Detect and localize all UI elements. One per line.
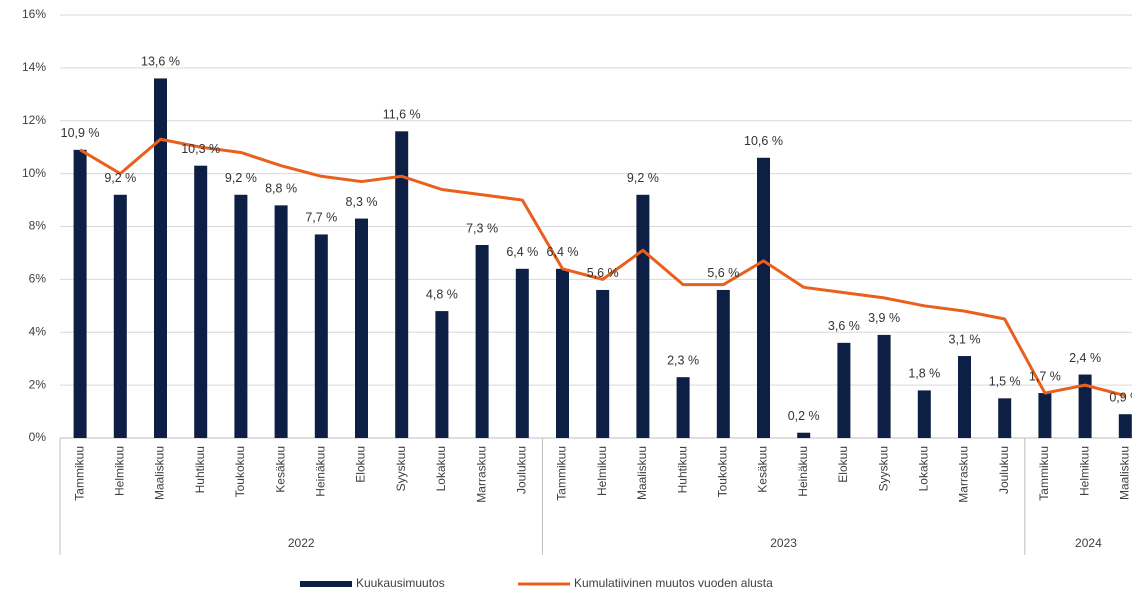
data-label: 0,9 % <box>1109 391 1132 405</box>
bar <box>355 218 368 438</box>
bar <box>958 356 971 438</box>
data-label: 9,2 % <box>104 171 136 185</box>
data-label: 1,8 % <box>908 367 940 381</box>
x-tick-label: Marraskuu <box>474 446 488 503</box>
legend-label: Kuukausimuutos <box>356 576 445 590</box>
data-label: 9,2 % <box>225 171 257 185</box>
data-label: 10,6 % <box>744 134 783 148</box>
legend-swatch <box>300 581 352 587</box>
bar <box>395 131 409 438</box>
data-label: 5,6 % <box>587 266 619 280</box>
bar <box>515 268 529 438</box>
data-label: 3,9 % <box>868 311 900 325</box>
x-tick-label: Toukokuu <box>233 446 247 497</box>
x-tick-label: Helmikuu <box>595 446 609 496</box>
y-tick-label: 10% <box>22 166 46 180</box>
data-label: 11,6 % <box>383 108 421 122</box>
x-tick-label: Tammikuu <box>1037 446 1051 501</box>
x-tick-label: Lokakuu <box>434 446 448 491</box>
data-label: 5,6 % <box>707 266 739 280</box>
x-tick-label: Tammikuu <box>555 446 569 501</box>
y-tick-label: 2% <box>29 377 47 391</box>
x-tick-label: Elokuu <box>836 446 850 483</box>
x-tick-label: Syyskuu <box>394 446 408 491</box>
bar <box>73 149 87 439</box>
x-tick-label: Joulukuu <box>514 446 528 494</box>
data-label: 8,8 % <box>265 182 297 196</box>
x-tick-label: Maaliskuu <box>153 446 167 500</box>
data-label: 10,9 % <box>61 126 100 140</box>
data-label: 7,7 % <box>305 211 337 225</box>
x-tick-label: Helmikuu <box>1077 446 1091 496</box>
data-label: 3,1 % <box>949 332 981 346</box>
y-tick-label: 14% <box>22 60 46 74</box>
bar <box>716 289 730 438</box>
y-tick-label: 16% <box>22 7 46 21</box>
data-label: 1,7 % <box>1029 369 1061 383</box>
x-tick-label: Kesäkuu <box>756 446 770 493</box>
data-label: 2,3 % <box>667 353 699 367</box>
x-tick-label: Heinäkuu <box>796 446 810 497</box>
group-label: 2024 <box>1075 536 1102 550</box>
bar <box>194 165 208 438</box>
bar <box>998 398 1012 438</box>
x-tick-label: Elokuu <box>354 446 368 483</box>
x-tick-label: Heinäkuu <box>313 446 327 497</box>
y-tick-label: 6% <box>29 272 47 286</box>
bar <box>797 432 811 438</box>
bar <box>1118 414 1132 438</box>
y-tick-label: 0% <box>29 430 47 444</box>
legend-label: Kumulatiivinen muutos vuoden alusta <box>574 576 773 590</box>
x-tick-label: Maaliskuu <box>1117 446 1131 500</box>
data-label: 10,3 % <box>181 142 220 156</box>
y-tick-label: 8% <box>29 219 47 233</box>
data-label: 6,4 % <box>506 245 538 259</box>
bar <box>314 234 328 438</box>
x-tick-label: Maaliskuu <box>635 446 649 500</box>
bar <box>154 78 167 438</box>
data-label: 6,4 % <box>547 245 579 259</box>
x-tick-label: Huhtikuu <box>193 446 207 493</box>
bar <box>475 245 489 438</box>
y-tick-label: 4% <box>29 324 47 338</box>
y-tick-label: 12% <box>22 113 46 127</box>
x-tick-label: Toukokuu <box>715 446 729 497</box>
bar <box>917 390 931 438</box>
bar <box>435 311 449 438</box>
bar <box>1078 374 1092 438</box>
data-label: 1,5 % <box>989 375 1021 389</box>
bar <box>113 194 127 438</box>
data-label: 7,3 % <box>466 221 498 235</box>
x-tick-label: Helmikuu <box>112 446 126 496</box>
bar <box>1038 393 1052 438</box>
data-label: 4,8 % <box>426 287 458 301</box>
bar <box>676 377 690 438</box>
data-label: 3,6 % <box>828 319 860 333</box>
x-tick-label: Joulukuu <box>997 446 1011 494</box>
x-tick-label: Lokakuu <box>916 446 930 491</box>
bar <box>234 194 248 438</box>
bar <box>274 205 288 438</box>
bar <box>596 289 610 438</box>
x-tick-label: Kesäkuu <box>273 446 287 493</box>
data-label: 0,2 % <box>788 409 820 423</box>
bar <box>556 268 569 438</box>
data-label: 2,4 % <box>1069 351 1101 365</box>
bar <box>837 342 851 438</box>
data-label: 8,3 % <box>346 195 378 209</box>
x-tick-label: Tammikuu <box>72 446 86 501</box>
bar <box>877 334 891 438</box>
line <box>79 137 1126 398</box>
group-label: 2022 <box>288 536 315 550</box>
bar <box>757 157 770 438</box>
bar <box>636 194 650 438</box>
data-label: 13,6 % <box>141 55 180 69</box>
x-tick-label: Syyskuu <box>876 446 890 491</box>
x-tick-label: Huhtikuu <box>675 446 689 493</box>
group-label: 2023 <box>770 536 797 550</box>
x-tick-label: Marraskuu <box>957 446 971 503</box>
data-label: 9,2 % <box>627 171 659 185</box>
